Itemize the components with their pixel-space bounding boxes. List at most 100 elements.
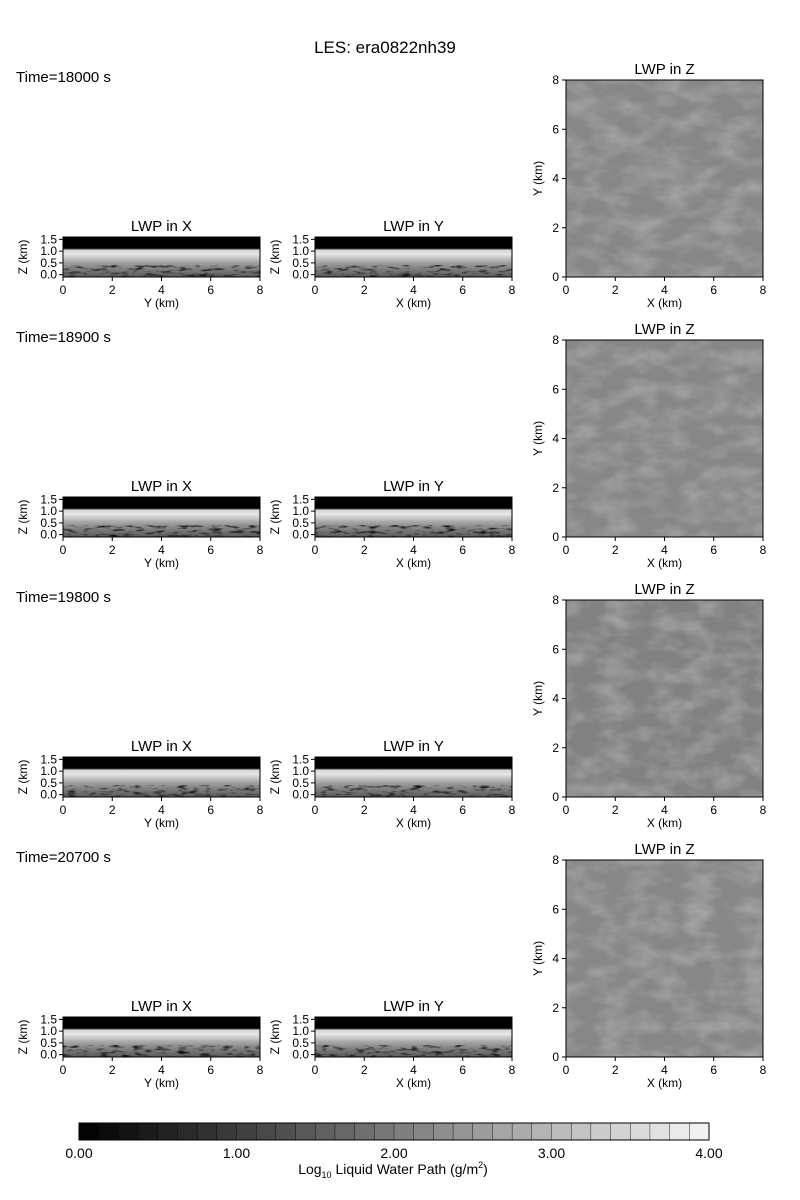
figure-title: LES: era0822nh39: [314, 38, 456, 57]
colorbar-cell: [295, 1122, 316, 1141]
x-axis-label: X (km): [396, 296, 431, 310]
z-tick-label: 0.0: [40, 528, 57, 542]
colorbar-cell: [689, 1122, 710, 1141]
x-tick-label: 6: [710, 803, 717, 817]
z-tick-label: 0.0: [292, 528, 309, 542]
z-tick-label: 0.5: [40, 776, 57, 790]
x-tick-label: 0: [60, 283, 67, 297]
lwp-y-panel: LWP in Y 0 2 4 6 8 0.00.51.01.5 X (km) Z (km): [268, 218, 516, 310]
z-tick-label: 1.0: [292, 764, 309, 778]
lwp-z-texture: [566, 340, 763, 537]
subcloud-structure: [315, 265, 512, 277]
subcloud-structure: [63, 1045, 260, 1057]
x-tick-label: 8: [509, 283, 516, 297]
x-tick-label: 2: [612, 283, 619, 297]
x-tick-label: 8: [760, 283, 767, 297]
y-tick-label: 6: [552, 122, 559, 136]
x-axis-label: X (km): [647, 556, 682, 570]
y-tick-label: 8: [552, 593, 559, 607]
x-tick-label: 0: [60, 803, 67, 817]
z-tick-label: 1.0: [292, 504, 309, 518]
time-label: Time=19800 s: [16, 589, 111, 606]
z-axis-label: Z (km): [16, 760, 30, 795]
x-tick-label: 2: [109, 1063, 116, 1077]
y-tick-label: 0: [552, 530, 559, 544]
z-tick-label: 1.5: [40, 1012, 57, 1026]
x-tick-label: 8: [257, 283, 264, 297]
z-tick-label: 1.5: [40, 492, 57, 506]
lwp-z-texture: [566, 80, 763, 277]
x-tick-label: 6: [459, 283, 466, 297]
y-tick-label: 0: [552, 790, 559, 804]
x-tick-label: 4: [661, 283, 668, 297]
z-tick-label: 1.0: [40, 764, 57, 778]
y-tick-label: 8: [552, 73, 559, 87]
z-tick-label: 1.0: [40, 1024, 57, 1038]
y-tick-label: 6: [552, 902, 559, 916]
x-tick-label: 0: [312, 803, 319, 817]
x-tick-label: 4: [661, 1063, 668, 1077]
lwp-z-texture: [566, 860, 763, 1057]
colorbar-cell: [216, 1122, 237, 1141]
x-tick-label: 6: [459, 1063, 466, 1077]
colorbar-cell: [78, 1122, 100, 1141]
panel-title: LWP in Y: [383, 218, 444, 235]
z-tick-label: 0.0: [40, 1048, 57, 1062]
colorbar-tick-label: 0.00: [65, 1145, 92, 1161]
z-axis-label: Z (km): [16, 240, 30, 275]
x-tick-label: 6: [207, 543, 214, 557]
colorbar-cell: [630, 1122, 651, 1141]
colorbar: 0.00 1.00 2.00 3.00 4.00: [65, 1122, 723, 1161]
colorbar-cell: [334, 1122, 356, 1141]
z-tick-label: 1.0: [292, 1024, 309, 1038]
colorbar-cell: [511, 1122, 533, 1141]
z-tick-label: 0.5: [292, 256, 309, 270]
x-tick-label: 0: [312, 543, 319, 557]
x-axis-label: X (km): [647, 1076, 682, 1090]
colorbar-cell: [669, 1122, 690, 1141]
colorbar-cell: [315, 1122, 336, 1141]
x-tick-label: 6: [710, 1063, 717, 1077]
time-label: Time=18900 s: [16, 329, 111, 346]
panel-title: LWP in Y: [383, 998, 444, 1015]
y-tick-label: 6: [552, 642, 559, 656]
x-tick-label: 2: [109, 543, 116, 557]
x-tick-label: 6: [207, 283, 214, 297]
z-tick-label: 0.0: [292, 268, 309, 282]
x-tick-label: 8: [509, 543, 516, 557]
x-tick-label: 0: [563, 803, 570, 817]
x-axis-label: X (km): [647, 816, 682, 830]
colorbar-cell: [137, 1122, 159, 1141]
z-tick-label: 1.0: [40, 244, 57, 258]
time-label: Time=18000 s: [16, 69, 111, 86]
y-tick-label: 4: [552, 952, 559, 966]
z-axis-label: Z (km): [268, 240, 282, 275]
z-tick-label: 1.0: [292, 244, 309, 258]
colorbar-tick-label: 3.00: [538, 1145, 565, 1161]
x-tick-label: 4: [158, 283, 165, 297]
y-tick-label: 2: [552, 481, 559, 495]
z-axis-label: Z (km): [268, 760, 282, 795]
colorbar-cell: [374, 1122, 395, 1141]
z-axis-label: Z (km): [268, 500, 282, 535]
colorbar-cell: [196, 1122, 218, 1141]
x-tick-label: 4: [158, 803, 165, 817]
x-tick-label: 8: [257, 1063, 264, 1077]
x-axis-label: Y (km): [144, 816, 179, 830]
x-tick-label: 4: [410, 283, 417, 297]
colorbar-cell: [649, 1122, 671, 1141]
colorbar-cell: [570, 1122, 592, 1141]
z-tick-label: 0.5: [292, 1036, 309, 1050]
colorbar-cell: [177, 1122, 198, 1141]
z-tick-label: 1.5: [292, 492, 309, 506]
panel-title: LWP in Y: [383, 478, 444, 495]
x-axis-label: Y (km): [144, 556, 179, 570]
x-tick-label: 0: [563, 543, 570, 557]
x-tick-label: 8: [760, 1063, 767, 1077]
lwp-z-texture: [566, 600, 763, 797]
x-axis-label: X (km): [647, 296, 682, 310]
